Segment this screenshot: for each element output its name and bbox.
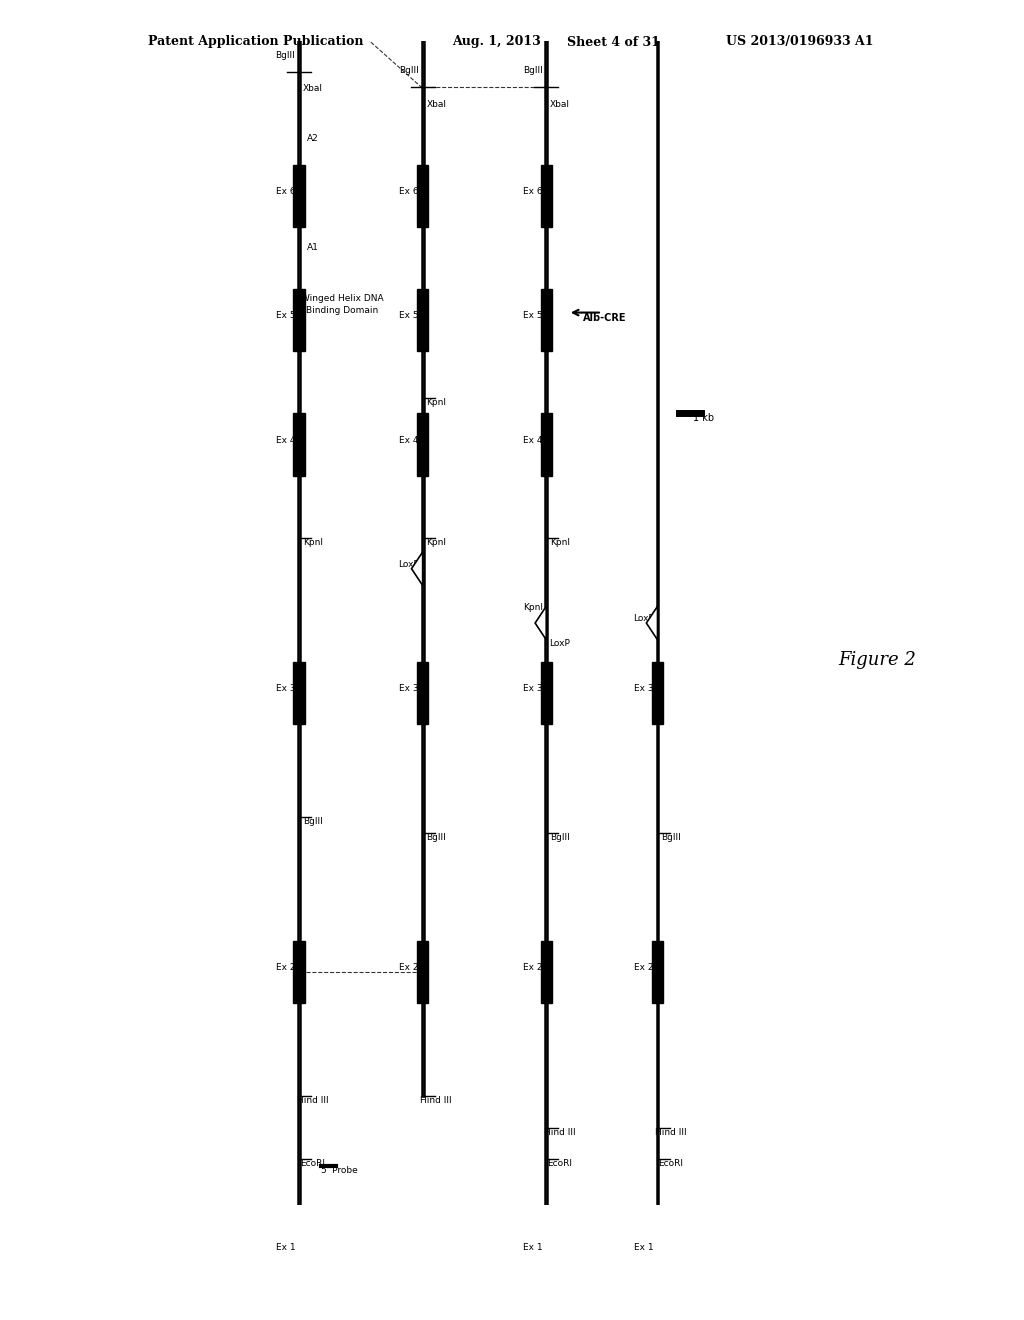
Text: Ex 6: Ex 6 [275,187,295,197]
Text: BglII: BglII [523,66,543,75]
Text: XbaI: XbaI [550,100,569,110]
Bar [541,0,552,9]
Polygon shape [646,606,657,640]
Bar [294,413,304,475]
Text: Hind III: Hind III [544,1127,575,1137]
Bar [541,661,552,723]
Text: Kpnl: Kpnl [522,603,543,612]
Text: Ex 4: Ex 4 [399,436,419,445]
Text: Ex 1: Ex 1 [634,1242,653,1251]
Text: 5' Probe: 5' Probe [321,1167,357,1175]
Bar [652,661,664,723]
Text: Ex 6: Ex 6 [399,187,419,197]
Text: Ex 3: Ex 3 [523,684,543,693]
Text: Hind III: Hind III [655,1127,687,1137]
Text: Alb-CRE: Alb-CRE [584,313,627,322]
Text: Ex 2: Ex 2 [275,964,295,973]
Text: LoxP: LoxP [634,614,654,623]
Bar [294,941,304,1003]
Text: Ex 3: Ex 3 [399,684,419,693]
Text: Sheet 4 of 31: Sheet 4 of 31 [567,36,659,49]
Text: KpnI: KpnI [303,537,323,546]
Text: A2: A2 [307,135,318,143]
Bar [294,0,304,9]
Text: Patent Application Publication: Patent Application Publication [148,36,364,49]
Bar [417,413,428,475]
Bar [541,941,552,1003]
Bar [417,661,428,723]
Text: Winged Helix DNA
Binding Domain: Winged Helix DNA Binding Domain [301,294,384,315]
Bar [652,1221,664,1283]
Text: US 2013/0196933 A1: US 2013/0196933 A1 [726,36,873,49]
Text: Ex 5: Ex 5 [399,312,419,321]
Text: Hind III: Hind III [297,1097,329,1105]
Text: Aug. 1, 2013: Aug. 1, 2013 [452,36,541,49]
Bar [417,941,428,1003]
Text: LoxP: LoxP [398,560,420,569]
Bar [541,165,552,227]
Bar [417,165,428,227]
Text: EcoRI: EcoRI [658,1159,684,1168]
Text: Ex 1: Ex 1 [523,1242,543,1251]
Text: BglII: BglII [662,833,681,842]
Bar [294,289,304,351]
Text: Ex 3: Ex 3 [275,684,295,693]
Text: BglII: BglII [550,833,569,842]
Text: BglII: BglII [303,817,323,826]
Text: A1: A1 [307,243,318,252]
Text: Ex 1: Ex 1 [275,1242,295,1251]
Text: Ex 2: Ex 2 [399,964,419,973]
Text: Ex 6: Ex 6 [523,187,543,197]
Text: Ex 2: Ex 2 [634,964,653,973]
Text: Kpnl: Kpnl [426,537,446,546]
Bar [417,289,428,351]
Text: Hind III: Hind III [421,1097,452,1105]
Text: 1 kb: 1 kb [693,413,715,424]
Polygon shape [412,552,423,586]
Text: BglII: BglII [399,66,419,75]
Polygon shape [536,606,546,640]
Text: EcoRI: EcoRI [548,1159,572,1168]
Bar [541,289,552,351]
Text: EcoRI: EcoRI [300,1159,326,1168]
Text: XbaI: XbaI [303,84,323,94]
Bar [541,413,552,475]
Text: Figure 2: Figure 2 [838,651,915,669]
Bar [294,661,304,723]
Text: Ex 4: Ex 4 [523,436,543,445]
Text: Kpnl: Kpnl [426,397,446,407]
Text: Ex 5: Ex 5 [275,312,295,321]
Text: Ex 5: Ex 5 [523,312,543,321]
Text: Ex 4: Ex 4 [275,436,295,445]
Bar [294,165,304,227]
Bar [541,1221,552,1283]
Text: BglII: BglII [275,50,295,59]
Text: Ex 3: Ex 3 [634,684,653,693]
Text: BglII: BglII [426,833,446,842]
Text: XbaI: XbaI [426,100,446,110]
Text: LoxP: LoxP [550,639,570,648]
Bar [417,0,428,9]
Text: Ex 2: Ex 2 [523,964,543,973]
Bar [652,941,664,1003]
Text: KpnI: KpnI [550,537,569,546]
Bar [294,1221,304,1283]
